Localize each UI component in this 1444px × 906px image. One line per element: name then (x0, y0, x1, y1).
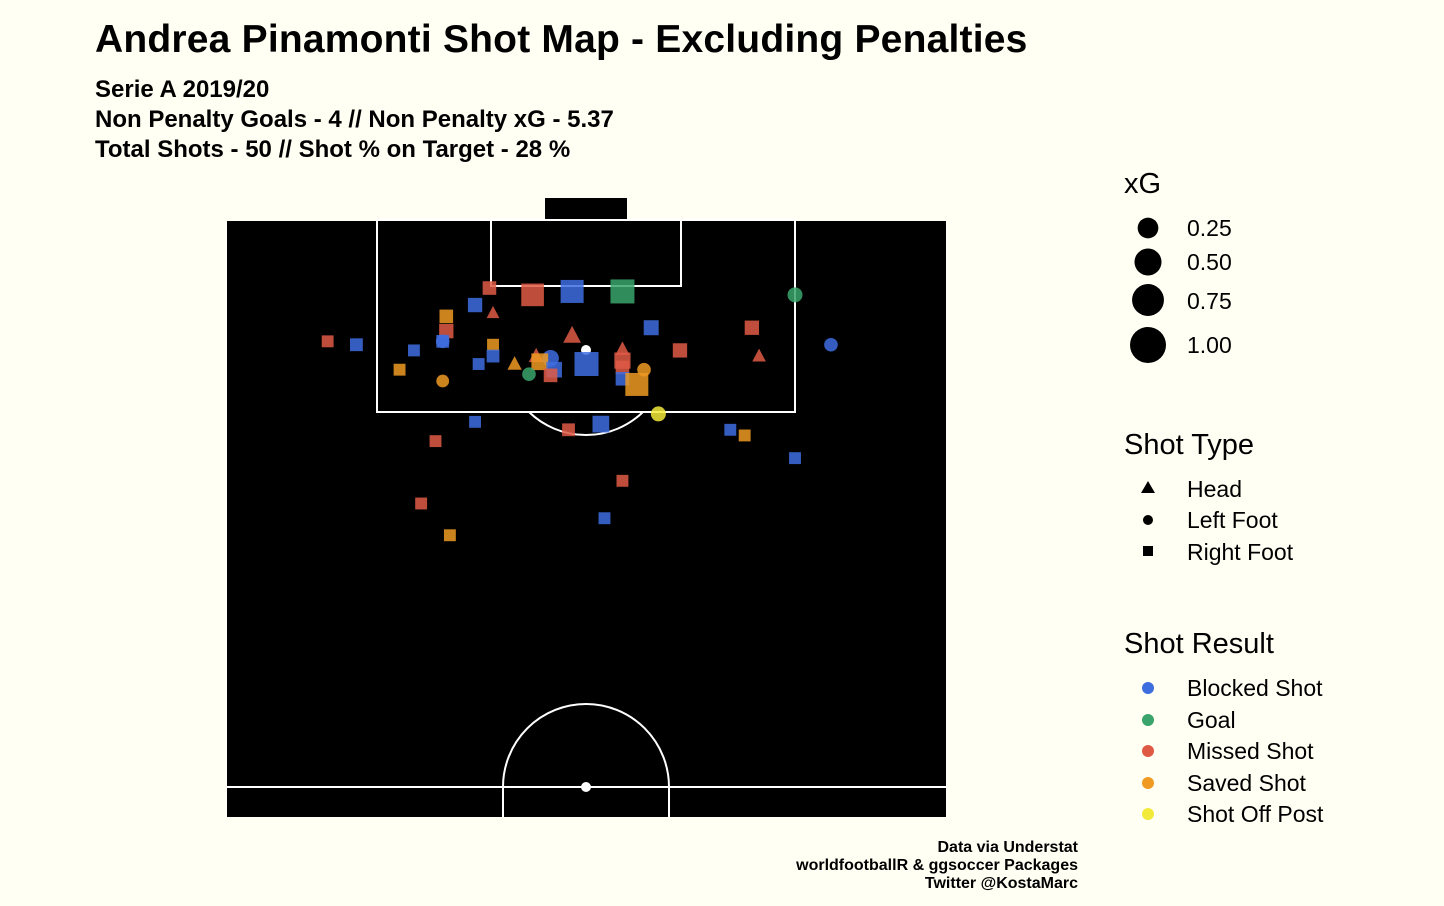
shot-marker (443, 529, 456, 542)
legend-type-label: Head (1187, 476, 1242, 502)
legend-result-label: Goal (1187, 707, 1236, 733)
legend-result-title: Shot Result (1124, 628, 1274, 660)
shot-marker (521, 283, 544, 307)
legend-result-dot (1142, 777, 1154, 789)
shot-marker (560, 279, 584, 303)
shot-marker (350, 338, 363, 352)
shot-marker (543, 368, 558, 383)
legend-xg-dot (1130, 327, 1166, 363)
shot-marker (472, 358, 485, 370)
legend-xg-label: 0.50 (1187, 249, 1232, 275)
legend-result-dot (1142, 682, 1154, 694)
shot-marker (615, 341, 630, 355)
shot-marker (507, 356, 522, 370)
shot-marker (436, 334, 450, 348)
caption-packages: worldfootballR & ggsoccer Packages (796, 857, 1078, 874)
legend-result-label: Blocked Shot (1187, 675, 1323, 701)
shot-marker (407, 344, 420, 357)
shot-markers (321, 279, 838, 542)
shot-marker (486, 349, 500, 363)
caption-source: Data via Understat (937, 839, 1079, 856)
subtitle-goals: Non Penalty Goals - 4 // Non Penalty xG … (95, 106, 614, 133)
shot-marker (643, 320, 659, 336)
legend-xg-label: 0.25 (1187, 215, 1232, 241)
shot-marker (429, 435, 442, 448)
chart-title: Andrea Pinamonti Shot Map - Excluding Pe… (95, 18, 1028, 61)
shot-marker (563, 325, 582, 343)
legend-result-dot (1142, 745, 1154, 757)
legend-type-label: Left Foot (1187, 507, 1278, 533)
goal (545, 198, 627, 219)
shot-marker (738, 429, 751, 442)
subtitle-shots: Total Shots - 50 // Shot % on Target - 2… (95, 136, 571, 163)
shot-marker (482, 281, 497, 295)
centre-circle (502, 703, 670, 817)
legend-shot-result: Shot Result Blocked Shot Goal Missed Sho… (1124, 628, 1324, 827)
legend-xg: xG 0.25 0.50 0.75 1.00 (1124, 168, 1232, 363)
penalty-arc (528, 411, 644, 436)
subtitle-season: Serie A 2019/20 (95, 76, 270, 103)
legend-xg-dot (1132, 284, 1164, 316)
legend-result-label: Saved Shot (1187, 770, 1307, 796)
shot-marker (531, 353, 549, 371)
shot-marker (650, 406, 666, 422)
shot-marker (592, 415, 610, 433)
legend-xg-dot (1134, 248, 1162, 276)
legend-shot-type: Shot Type Head Left Foot Right Foot (1124, 429, 1294, 565)
legend-xg-title: xG (1124, 168, 1161, 200)
shot-marker (615, 360, 630, 375)
shot-marker (321, 335, 334, 348)
shot-marker (789, 452, 801, 465)
shot-marker (610, 279, 635, 304)
legend-xg-dot (1137, 217, 1159, 239)
shot-marker (469, 415, 481, 428)
shot-marker (415, 497, 428, 510)
shot-marker (487, 338, 499, 351)
shot-marker (436, 374, 450, 388)
triangle-icon (1141, 481, 1155, 493)
shot-marker (724, 423, 737, 436)
square-icon (1143, 546, 1153, 556)
centre-spot (581, 782, 591, 792)
shot-marker (672, 343, 688, 358)
shot-marker (522, 367, 536, 382)
caption-twitter: Twitter @KostaMarc (924, 875, 1078, 892)
circle-icon (1143, 515, 1153, 525)
legend-result-dot (1142, 714, 1154, 726)
shot-marker (574, 352, 599, 377)
shot-marker (744, 320, 760, 335)
pitch-surface (227, 221, 946, 817)
legend-result-label: Shot Off Post (1187, 801, 1324, 827)
shot-marker (393, 363, 406, 376)
shot-marker (598, 512, 611, 525)
shot-marker (787, 287, 803, 303)
shot-marker (467, 297, 483, 313)
legend-result-label: Missed Shot (1187, 738, 1314, 764)
shot-marker (562, 423, 575, 437)
legend-xg-label: 0.75 (1187, 288, 1232, 314)
legend-type-title: Shot Type (1124, 429, 1254, 461)
pitch (227, 198, 946, 817)
six-yard-box (490, 219, 682, 287)
shot-marker (616, 474, 629, 487)
legend-type-label: Right Foot (1187, 539, 1294, 565)
shot-marker (486, 305, 500, 319)
shot-marker (625, 372, 649, 396)
legend-xg-label: 1.00 (1187, 332, 1232, 358)
shot-marker (439, 309, 454, 324)
shot-marker (752, 348, 766, 362)
shot-marker (824, 337, 838, 352)
legend-result-dot (1142, 808, 1154, 820)
